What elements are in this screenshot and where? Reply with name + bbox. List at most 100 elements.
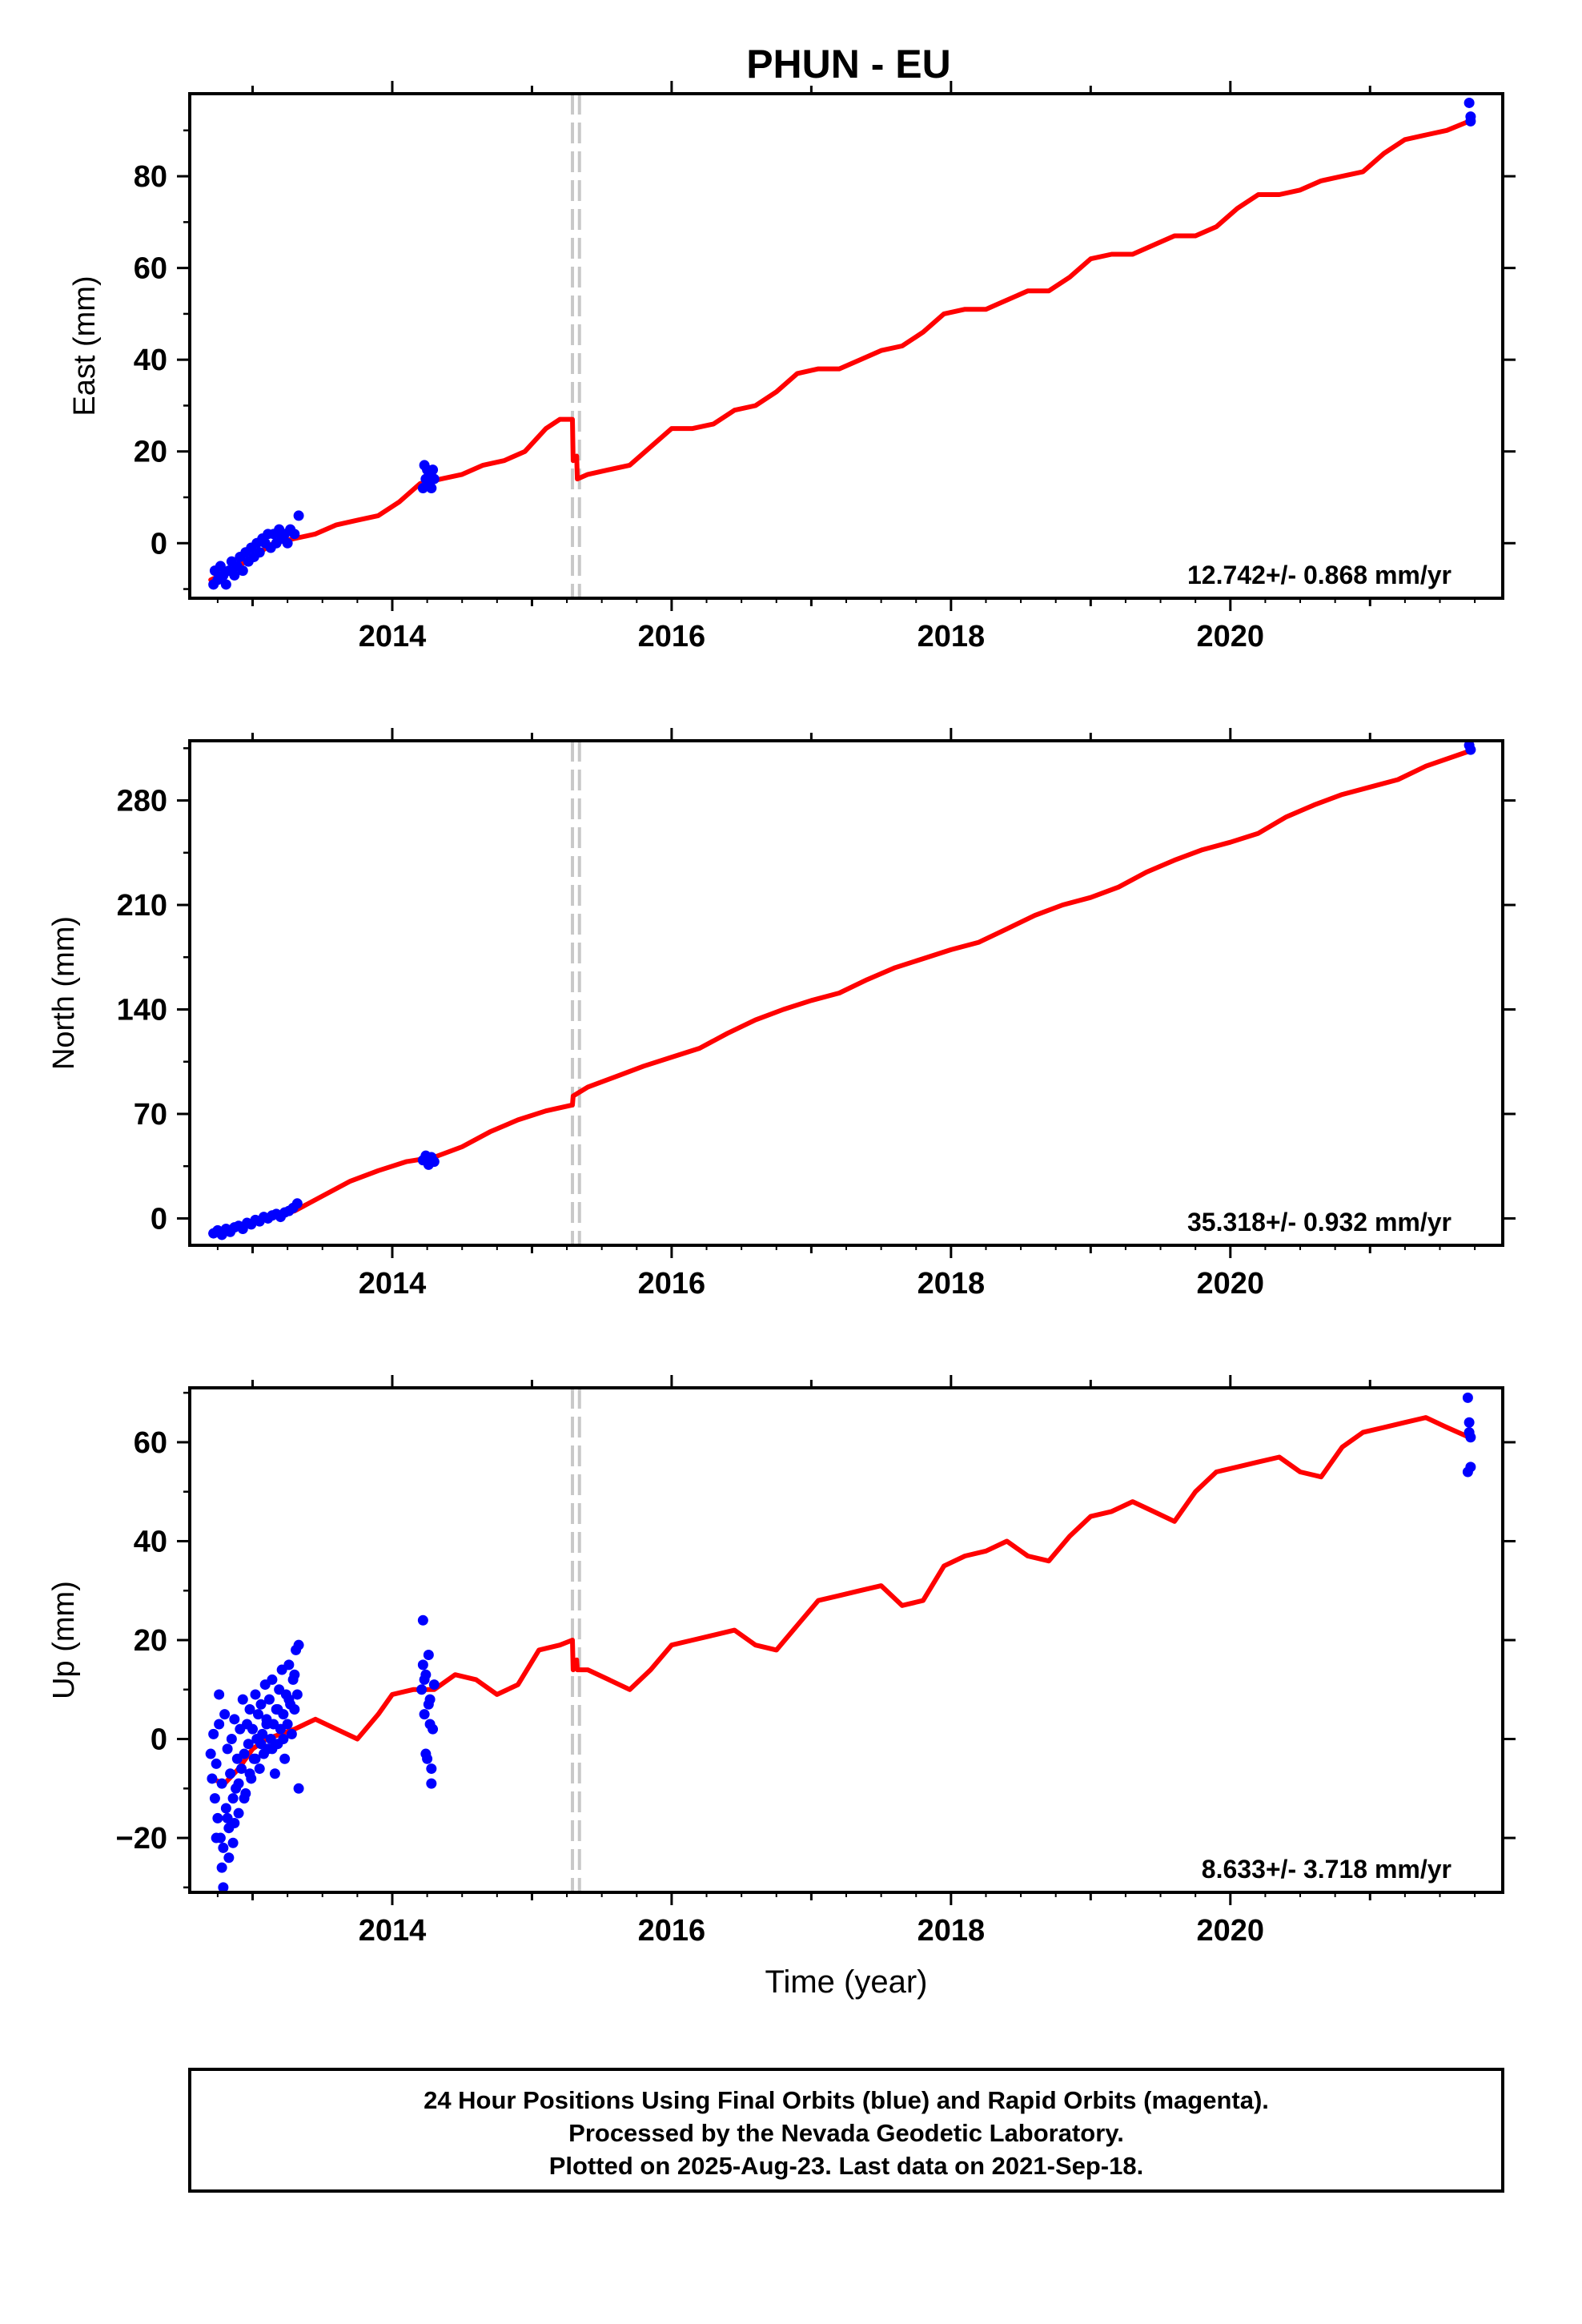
fit-line-up — [208, 1415, 1472, 1787]
y-tick-label: 60 — [134, 252, 167, 286]
data-point-east — [426, 483, 437, 494]
y-tick-label: 40 — [134, 1525, 167, 1558]
y-tick-label: 0 — [151, 1723, 167, 1757]
data-point-up — [220, 1803, 231, 1814]
data-point-up — [233, 1807, 244, 1819]
data-point-north — [1465, 744, 1476, 755]
data-point-up — [250, 1689, 261, 1700]
data-point-east — [428, 473, 440, 485]
velocity-label-north: 35.318+/- 0.932 mm/yr — [1187, 1208, 1452, 1236]
data-point-up — [1464, 1427, 1475, 1438]
data-point-up — [261, 1719, 272, 1730]
data-point-up — [419, 1709, 430, 1720]
plot-frame-up — [188, 1386, 1504, 1894]
x-tick-label: 2020 — [1197, 1267, 1265, 1301]
data-point-up — [255, 1739, 267, 1750]
data-point-up — [267, 1674, 278, 1685]
y-axis-label-up: Up (mm) — [47, 1581, 81, 1699]
data-point-up — [226, 1734, 237, 1745]
data-point-up — [267, 1743, 278, 1755]
data-point-up — [239, 1793, 250, 1804]
data-point-up — [209, 1793, 220, 1804]
fit-line-east — [208, 119, 1472, 583]
data-point-east — [1464, 97, 1475, 108]
fit-line-north — [208, 749, 1472, 1236]
data-point-up — [254, 1763, 265, 1775]
data-point-up — [236, 1763, 247, 1775]
x-tick-label: 2018 — [917, 1267, 986, 1301]
x-tick-label: 2018 — [917, 620, 986, 653]
y-tick-label: 140 — [117, 994, 167, 1027]
data-point-up — [244, 1768, 255, 1779]
data-point-up — [212, 1812, 223, 1823]
y-tick-label: −20 — [116, 1822, 167, 1856]
data-point-up — [250, 1753, 261, 1764]
data-point-up — [423, 1699, 434, 1710]
data-point-up — [233, 1778, 244, 1789]
x-tick-label: 2014 — [359, 1267, 427, 1301]
y-tick-label: 0 — [151, 1202, 167, 1236]
data-point-east — [282, 537, 293, 549]
x-tick-label: 2020 — [1197, 1914, 1265, 1948]
data-point-up — [426, 1763, 437, 1775]
data-point-up — [219, 1709, 231, 1720]
data-point-east — [1465, 115, 1476, 127]
data-point-north — [428, 1156, 440, 1168]
data-point-up — [1464, 1417, 1475, 1428]
data-point-up — [218, 1842, 229, 1853]
x-tick-label: 2020 — [1197, 620, 1265, 653]
data-point-up — [269, 1768, 280, 1779]
data-point-up — [211, 1832, 222, 1844]
data-point-up — [225, 1768, 236, 1779]
data-point-up — [243, 1739, 254, 1750]
x-tick-label: 2016 — [638, 1914, 706, 1948]
data-point-east — [428, 464, 439, 476]
data-point-up — [218, 1882, 229, 1893]
y-tick-label: 210 — [117, 889, 167, 923]
panel-up: −20 0 20 40 60 2014 2016 2018 2020 Up (mm) 8.633+/… — [47, 1375, 1516, 2000]
data-point-up — [255, 1699, 267, 1710]
x-tick-label: 2016 — [638, 1267, 706, 1301]
y-tick-label: 60 — [134, 1426, 167, 1460]
data-point-up — [1462, 1392, 1473, 1403]
footer-box: 24 Hour Positions Using Final Orbits (bl… — [188, 2068, 1504, 2193]
data-point-up — [283, 1694, 295, 1705]
data-point-up — [205, 1748, 216, 1759]
data-point-east — [237, 565, 248, 577]
data-point-east — [220, 579, 231, 590]
data-point-up — [229, 1714, 240, 1725]
data-point-up — [227, 1793, 239, 1804]
data-point-up — [237, 1694, 248, 1705]
data-point-up — [293, 1783, 304, 1794]
data-point-east — [254, 547, 265, 558]
data-point-up — [208, 1728, 219, 1739]
data-point-east — [215, 561, 226, 572]
data-point-up — [263, 1694, 275, 1705]
data-point-up — [417, 1659, 428, 1671]
data-point-up — [286, 1728, 297, 1739]
data-point-up — [227, 1837, 239, 1848]
data-point-up — [216, 1778, 227, 1789]
data-point-east — [229, 569, 240, 581]
data-point-up — [216, 1862, 227, 1873]
data-point-up — [419, 1674, 430, 1685]
y-tick-label: 40 — [134, 344, 167, 377]
data-point-east — [289, 529, 300, 540]
data-point-up — [244, 1703, 255, 1715]
data-point-up — [207, 1773, 218, 1784]
velocity-label-up: 8.633+/- 3.718 mm/yr — [1202, 1855, 1452, 1884]
velocity-label-east: 12.742+/- 0.868 mm/yr — [1187, 561, 1452, 589]
data-point-up — [293, 1639, 304, 1651]
data-point-up — [426, 1778, 437, 1789]
data-point-up — [257, 1728, 268, 1739]
data-point-up — [417, 1614, 428, 1626]
data-point-up — [289, 1669, 300, 1680]
data-point-up — [424, 1719, 436, 1730]
data-point-up — [239, 1748, 250, 1759]
data-point-up — [229, 1818, 240, 1829]
data-point-up — [289, 1703, 300, 1715]
data-point-up — [291, 1689, 303, 1700]
y-axis-label-north: North (mm) — [47, 916, 81, 1070]
data-point-up — [283, 1659, 295, 1671]
